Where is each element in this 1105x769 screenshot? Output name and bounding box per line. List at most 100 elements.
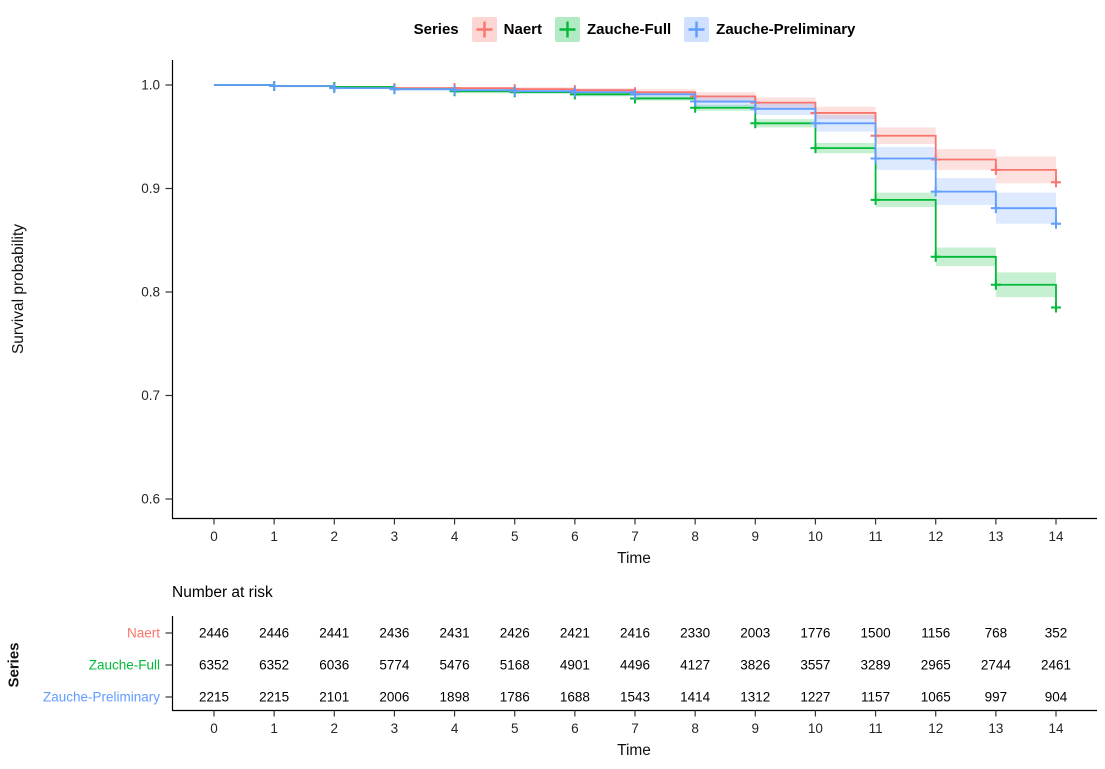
censor-mark-zauche-preliminary [1051, 218, 1061, 229]
censor-mark-zauche-full [810, 143, 821, 154]
risk-count: 6352 [199, 658, 229, 673]
x-tick-label: 14 [1048, 529, 1064, 544]
risk-count: 2446 [199, 626, 229, 641]
risk-count: 4127 [680, 658, 710, 673]
y-tick-label: 0.8 [141, 285, 160, 300]
risk-row-label-naert: Naert [127, 626, 160, 641]
legend-label: Naert [503, 20, 542, 38]
risk-count: 2441 [319, 626, 349, 641]
survival-curve-zauche-preliminary [214, 84, 1059, 225]
y-tick-label: 0.6 [141, 492, 160, 507]
risk-count: 2744 [981, 658, 1012, 673]
risk-count: 904 [1045, 690, 1068, 705]
risk-x-tick-label: 2 [331, 721, 339, 736]
censor-mark-zauche-full [750, 118, 761, 129]
risk-count: 997 [985, 690, 1008, 705]
risk-x-tick-label: 10 [808, 721, 823, 736]
plus-icon [688, 21, 705, 37]
risk-count: 2965 [921, 658, 951, 673]
legend-item-naert: Naert [471, 16, 542, 42]
x-tick-label: 0 [210, 529, 218, 544]
risk-row-label-zauche-preliminary: Zauche-Preliminary [43, 690, 160, 705]
legend-item-zauche-full: Zauche-Full [555, 16, 672, 42]
y-tick-label: 0.9 [141, 181, 160, 196]
risk-table-axis-title: Series [5, 642, 23, 688]
risk-count: 2421 [560, 626, 590, 641]
plus-icon [476, 21, 493, 37]
risk-count: 5168 [500, 658, 530, 673]
censor-mark-zauche-preliminary [630, 89, 641, 100]
risk-count: 6036 [319, 658, 349, 673]
x-tick-label: 9 [752, 529, 760, 544]
x-tick-label: 8 [691, 529, 699, 544]
risk-count: 2215 [259, 690, 289, 705]
x-tick-label: 5 [511, 529, 519, 544]
legend-key-plus-icon [684, 16, 710, 42]
censor-mark-zauche-preliminary [690, 96, 701, 107]
risk-count: 6352 [259, 658, 289, 673]
risk-x-tick-label: 8 [691, 721, 699, 736]
risk-count: 5774 [379, 658, 410, 673]
risk-count: 1688 [560, 690, 590, 705]
risk-count: 1500 [861, 626, 891, 641]
risk-count: 1157 [861, 690, 890, 705]
risk-count: 1414 [680, 690, 711, 705]
legend-label: Zauche-Full [587, 20, 672, 38]
risk-count: 768 [985, 626, 1008, 641]
risk-count: 2416 [620, 626, 650, 641]
plus-icon [559, 21, 576, 37]
risk-count: 2436 [379, 626, 409, 641]
risk-count: 4496 [620, 658, 650, 673]
risk-count: 352 [1045, 626, 1068, 641]
risk-table-title: Number at risk [172, 584, 273, 601]
x-tick-label: 2 [331, 529, 339, 544]
y-tick-label: 1.0 [141, 78, 160, 93]
risk-count: 2215 [199, 690, 229, 705]
x-tick-label: 7 [631, 529, 639, 544]
risk-x-tick-label: 0 [210, 721, 218, 736]
risk-x-tick-label: 6 [571, 721, 579, 736]
risk-count: 1543 [620, 690, 650, 705]
censor-mark-zauche-full [930, 251, 941, 262]
risk-row-label-zauche-full: Zauche-Full [89, 658, 160, 673]
censor-mark-zauche-preliminary [870, 153, 881, 164]
x-tick-label: 1 [270, 529, 278, 544]
legend-title: Series [413, 20, 459, 38]
risk-x-tick-label: 9 [752, 721, 760, 736]
risk-x-tick-label: 14 [1048, 721, 1064, 736]
risk-x-tick-label: 3 [391, 721, 399, 736]
censor-mark-zauche-preliminary [509, 86, 520, 97]
censor-mark-zauche-preliminary [930, 186, 941, 197]
risk-count: 1786 [500, 690, 530, 705]
risk-x-tick-label: 13 [988, 721, 1003, 736]
risk-count: 2426 [500, 626, 530, 641]
legend-label: Zauche-Preliminary [716, 20, 856, 38]
risk-count: 4901 [560, 658, 590, 673]
risk-count: 1776 [800, 626, 830, 641]
censor-mark-zauche-full [870, 194, 881, 205]
censor-mark-zauche-preliminary [990, 203, 1001, 214]
x-axis-title-risk: Time [617, 742, 651, 759]
legend-key-plus-icon [555, 16, 580, 42]
x-axis-title-main: Time [617, 550, 651, 567]
risk-count: 2461 [1041, 658, 1071, 673]
censor-mark-zauche-preliminary [269, 81, 280, 92]
x-tick-label: 6 [571, 529, 579, 544]
risk-count: 3289 [861, 658, 891, 673]
censor-mark-zauche-preliminary [810, 118, 821, 129]
risk-count: 2006 [379, 690, 409, 705]
risk-count: 2446 [259, 626, 289, 641]
risk-count: 3826 [740, 658, 770, 673]
risk-x-tick-label: 1 [270, 721, 278, 736]
x-tick-label: 13 [988, 529, 1003, 544]
censor-mark-naert [990, 164, 1001, 175]
risk-count: 5476 [440, 658, 470, 673]
risk-count: 1156 [921, 626, 950, 641]
risk-count: 1065 [921, 690, 951, 705]
risk-x-tick-label: 5 [511, 721, 519, 736]
risk-x-tick-label: 12 [928, 721, 943, 736]
risk-count: 2431 [440, 626, 470, 641]
risk-count: 2330 [680, 626, 710, 641]
